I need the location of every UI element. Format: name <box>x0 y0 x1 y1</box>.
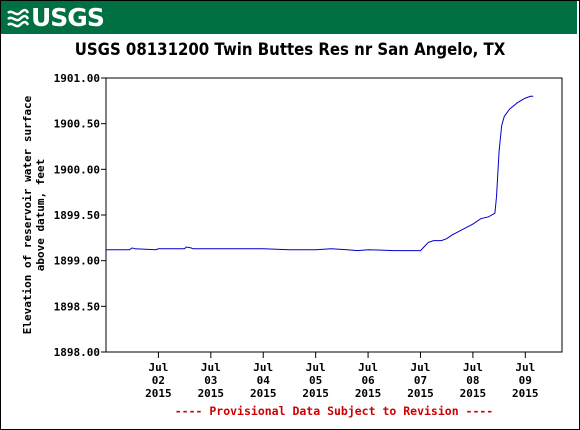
x-tick-label: 2015 <box>512 387 539 400</box>
x-tick-label: Jul <box>358 361 378 374</box>
provisional-note: ---- Provisional Data Subject to Revisio… <box>175 404 494 418</box>
x-tick-label: 09 <box>519 374 532 387</box>
y-tick-label: 1899.50 <box>54 209 100 222</box>
x-tick-label: Jul <box>148 361 168 374</box>
x-tick-label: Jul <box>306 361 326 374</box>
y-tick-label: 1898.00 <box>54 346 100 359</box>
usgs-wave-icon <box>7 7 29 28</box>
usgs-logo[interactable]: USGS <box>7 3 105 32</box>
y-tick-label: 1898.50 <box>54 300 100 313</box>
y-tick-label: 1901.00 <box>54 72 100 85</box>
x-tick-label: 2015 <box>460 387 487 400</box>
x-tick-label: Jul <box>253 361 273 374</box>
x-tick-label: 03 <box>204 374 217 387</box>
x-tick-label: 08 <box>466 374 479 387</box>
x-tick-label: 2015 <box>250 387 277 400</box>
y-tick-label: 1899.00 <box>54 255 100 268</box>
x-tick-label: 04 <box>257 374 271 387</box>
x-tick-label: 2015 <box>198 387 225 400</box>
plot-area <box>105 77 563 353</box>
x-tick-label: 02 <box>152 374 165 387</box>
x-tick-label: 07 <box>414 374 427 387</box>
x-tick-label: Jul <box>201 361 221 374</box>
x-tick-label: 2015 <box>407 387 434 400</box>
usgs-banner: USGS <box>1 1 577 34</box>
usgs-logo-text: USGS <box>31 3 105 32</box>
series-line <box>106 95 534 252</box>
y-axis-label-line1: Elevation of reservoir water surface <box>21 95 34 334</box>
x-tick-label: Jul <box>515 361 535 374</box>
y-axis-label-line2: above datum, feet <box>34 159 47 272</box>
y-tick-label: 1900.50 <box>54 118 100 131</box>
x-tick-label: 05 <box>309 374 322 387</box>
x-tick-label: 2015 <box>145 387 172 400</box>
x-tick-label: Jul <box>463 361 483 374</box>
x-tick-label: 2015 <box>302 387 329 400</box>
x-tick-label: 06 <box>361 374 375 387</box>
x-tick-label: 2015 <box>355 387 382 400</box>
y-tick-label: 1900.00 <box>54 163 100 176</box>
chart-title: USGS 08131200 Twin Buttes Res nr San Ang… <box>74 40 506 60</box>
x-tick-label: Jul <box>411 361 431 374</box>
